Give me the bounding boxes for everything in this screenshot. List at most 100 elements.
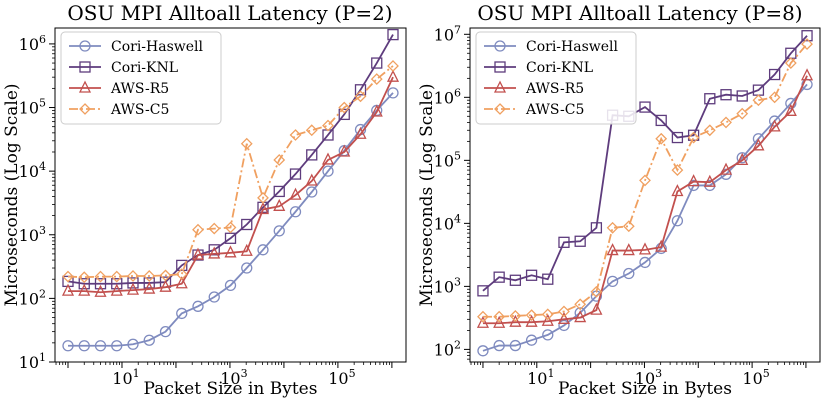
legend-marker-aws-c5 — [494, 103, 506, 115]
x-tick-label: 103 — [220, 367, 247, 388]
series-cori-haswell — [62, 87, 399, 352]
chart-title: OSU MPI Alltoall Latency (P=8) — [477, 1, 802, 25]
data-point-cori-knl — [143, 277, 155, 289]
legend: Cori-Haswell Cori-KNL AWS-R5 AWS-C5 — [60, 31, 222, 125]
data-point-aws-c5 — [509, 309, 522, 322]
data-point-cori-knl — [590, 222, 603, 234]
data-point-cori-haswell — [289, 206, 302, 218]
data-point-cori-haswell — [493, 339, 505, 352]
data-point-aws-r5 — [126, 282, 140, 295]
data-point-cori-haswell — [623, 267, 635, 280]
data-point-aws-c5 — [387, 60, 399, 72]
data-point-aws-c5 — [558, 305, 570, 318]
series-line-aws-r5 — [68, 76, 394, 294]
data-point-aws-r5 — [208, 246, 221, 259]
data-point-aws-r5 — [240, 243, 253, 256]
data-point-cori-knl — [477, 285, 489, 297]
data-point-aws-c5 — [687, 131, 700, 144]
data-point-aws-r5 — [61, 283, 75, 296]
y-tick-label: 101 — [19, 351, 46, 372]
data-point-aws-c5 — [240, 137, 253, 150]
legend-box — [60, 31, 222, 125]
data-point-aws-r5 — [703, 174, 716, 187]
x-tick-label: 101 — [527, 367, 554, 388]
data-point-aws-r5 — [338, 144, 351, 157]
data-point-aws-r5 — [493, 315, 506, 328]
data-point-aws-c5 — [525, 309, 538, 322]
data-point-aws-c5 — [224, 221, 237, 234]
data-point-aws-c5 — [752, 94, 765, 107]
data-point-cori-haswell — [208, 291, 220, 303]
data-point-aws-c5 — [477, 310, 489, 323]
data-point-cori-haswell — [176, 307, 188, 320]
data-point-cori-knl — [655, 114, 667, 127]
legend-box — [475, 31, 637, 125]
legend-label-cori-knl: Cori-KNL — [111, 60, 178, 76]
data-point-aws-r5 — [224, 245, 237, 258]
y-tick-label: 104 — [19, 160, 46, 181]
data-point-aws-c5 — [720, 116, 732, 129]
y-tick-label: 104 — [434, 212, 461, 233]
data-point-cori-knl — [371, 57, 383, 69]
data-point-cori-haswell — [542, 329, 554, 341]
data-point-cori-haswell — [322, 165, 334, 177]
data-point-aws-r5 — [354, 126, 367, 139]
data-point-aws-r5 — [191, 247, 205, 260]
chart-title: OSU MPI Alltoall Latency (P=2) — [67, 1, 392, 25]
data-point-cori-haswell — [558, 319, 570, 332]
data-point-aws-c5 — [768, 91, 781, 104]
data-point-aws-r5 — [671, 184, 684, 197]
data-point-aws-r5 — [289, 187, 302, 200]
data-point-aws-c5 — [305, 124, 318, 137]
data-point-cori-haswell — [606, 275, 619, 288]
data-point-cori-haswell — [387, 87, 399, 99]
data-point-cori-haswell — [62, 340, 74, 352]
data-point-cori-haswell — [509, 339, 522, 352]
legend-label-aws-r5: AWS-R5 — [525, 81, 584, 97]
data-point-aws-c5 — [703, 124, 716, 137]
data-point-aws-c5 — [354, 90, 367, 103]
data-point-aws-c5 — [257, 191, 269, 204]
x-axis-label: Packet Size in Bytes — [144, 379, 318, 399]
data-point-aws-c5 — [127, 270, 139, 282]
series-line-cori-haswell — [482, 83, 808, 352]
legend: Cori-Haswell Cori-KNL AWS-R5 AWS-C5 — [475, 31, 637, 125]
data-point-aws-r5 — [606, 243, 619, 256]
legend-label-aws-r5: AWS-R5 — [110, 81, 169, 97]
data-point-cori-haswell — [257, 244, 269, 256]
data-point-aws-c5 — [370, 73, 383, 85]
legend-label-aws-c5: AWS-C5 — [110, 102, 169, 118]
data-point-aws-r5 — [159, 279, 172, 292]
data-point-aws-r5 — [736, 152, 749, 165]
data-point-cori-knl — [704, 93, 716, 105]
data-point-cori-haswell — [224, 279, 237, 292]
y-tick-label: 106 — [19, 33, 46, 54]
data-point-cori-knl — [493, 271, 505, 283]
data-point-cori-knl — [94, 278, 107, 290]
data-point-aws-c5 — [78, 271, 91, 284]
data-point-aws-c5 — [273, 154, 286, 166]
data-point-cori-knl — [306, 149, 318, 161]
series-aws-c5 — [477, 38, 813, 323]
x-tick-label: 105 — [742, 367, 769, 388]
data-point-aws-r5 — [687, 174, 700, 187]
data-point-aws-r5 — [386, 69, 400, 82]
data-point-cori-knl — [354, 84, 367, 96]
series-cori-knl — [477, 30, 813, 297]
y-tick-label: 107 — [434, 23, 461, 44]
data-point-aws-r5 — [94, 284, 107, 297]
data-point-aws-c5 — [541, 308, 554, 321]
data-point-aws-r5 — [638, 242, 652, 255]
data-point-cori-knl — [127, 277, 139, 289]
data-point-aws-r5 — [784, 103, 797, 116]
series-line-aws-r5 — [482, 75, 808, 325]
data-point-aws-r5 — [719, 162, 733, 175]
data-point-cori-haswell — [639, 256, 651, 269]
y-tick-label: 103 — [434, 275, 461, 296]
data-point-aws-r5 — [800, 68, 814, 81]
data-point-aws-c5 — [493, 310, 506, 323]
data-point-aws-c5 — [94, 270, 107, 283]
legend-marker-aws-r5 — [493, 80, 507, 93]
data-point-aws-c5 — [208, 222, 221, 235]
